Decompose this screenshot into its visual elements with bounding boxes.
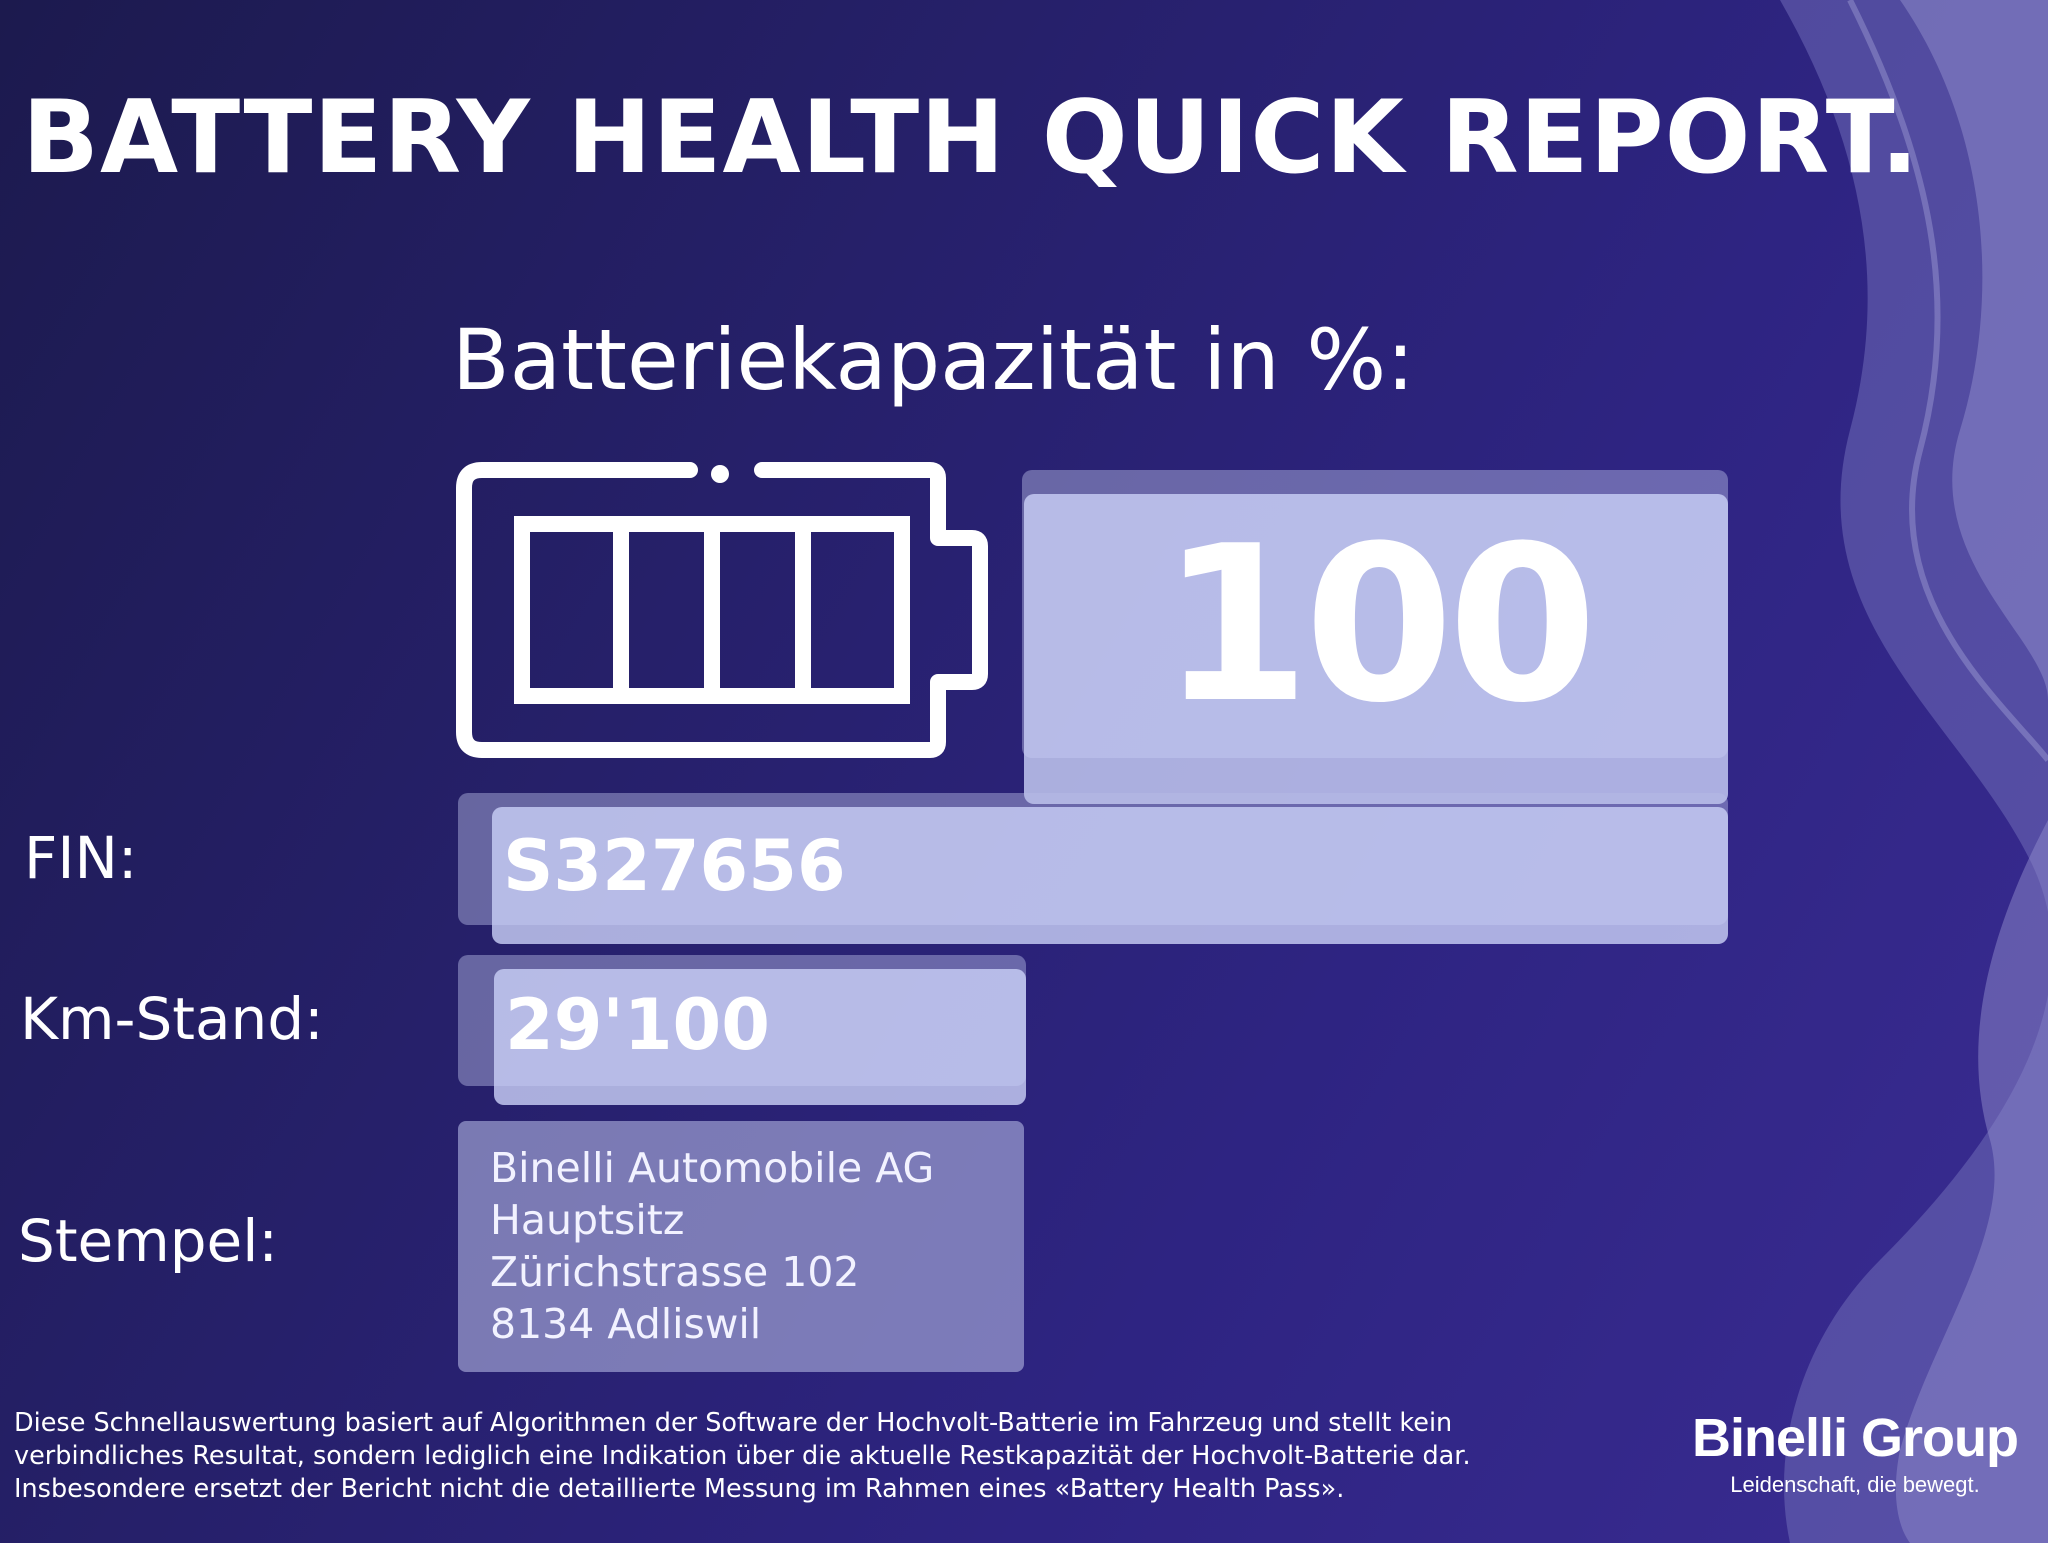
- disclaimer-line: Insbesondere ersetzt der Bericht nicht d…: [14, 1474, 1345, 1504]
- capacity-box: [1024, 494, 1728, 804]
- stamp-site: Hauptsitz: [490, 1196, 685, 1244]
- fin-value: S327656: [503, 825, 846, 907]
- stamp-street: Zürichstrasse 102: [490, 1248, 860, 1296]
- stamp-box: [458, 1121, 1024, 1372]
- fin-label: FIN:: [24, 824, 138, 892]
- disclaimer-line: verbindliches Resultat, sondern lediglic…: [14, 1441, 1471, 1471]
- disclaimer: Diese Schnellauswertung basiert auf Algo…: [14, 1407, 1634, 1506]
- fin-box: [492, 807, 1728, 944]
- battery-cell-dividers: [613, 532, 811, 688]
- stamp-company: Binelli Automobile AG: [490, 1144, 935, 1192]
- km-stand-label: Km-Stand:: [20, 985, 324, 1053]
- page-title: BATTERY HEALTH QUICK REPORT.: [22, 78, 1920, 196]
- km-box: [494, 969, 1026, 1105]
- km-stand-value: 29'100: [505, 984, 770, 1066]
- brand-tagline: Leidenschaft, die bewegt.: [1730, 1471, 1980, 1497]
- disclaimer-line: Diese Schnellauswertung basiert auf Algo…: [14, 1408, 1453, 1438]
- battery-full-icon: [456, 462, 988, 758]
- capacity-value: 100: [1160, 499, 1598, 750]
- capacity-heading: Batteriekapazität in %:: [452, 311, 1415, 409]
- brand-logo: Binelli Group Leidenschaft, die bewegt.: [1690, 1410, 2020, 1502]
- brand-name: Binelli Group: [1691, 1408, 2019, 1468]
- stempel-label: Stempel:: [18, 1207, 278, 1275]
- stamp-city: 8134 Adliswil: [490, 1300, 762, 1348]
